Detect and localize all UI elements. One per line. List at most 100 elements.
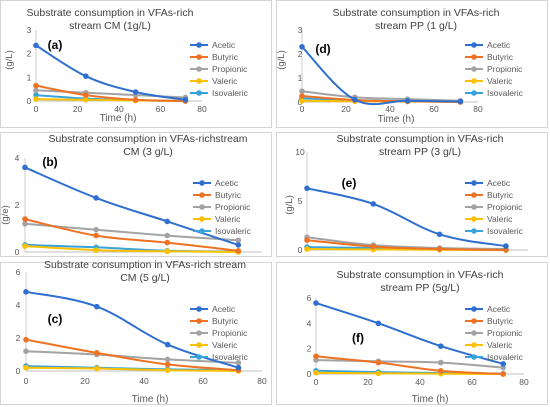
legend-entry: Valeric bbox=[487, 76, 513, 86]
data-point-acetic bbox=[438, 343, 444, 349]
y-tick-label: 3 bbox=[27, 25, 32, 35]
data-point-acetic bbox=[500, 361, 507, 367]
x-tick-label: 20 bbox=[80, 376, 90, 386]
data-point-propionic bbox=[33, 87, 39, 94]
chart-title: Substrate consumption in VFAs-rich bbox=[27, 7, 194, 19]
legend-entry: Propionic bbox=[212, 64, 248, 74]
chart-title: stream PP (3 g/L) bbox=[379, 146, 461, 158]
legend-entry: Acetic bbox=[487, 178, 511, 188]
legend-entry: Acetic bbox=[215, 178, 239, 188]
chart-title: CM (3 g/L) bbox=[123, 146, 173, 158]
series-line-butyric bbox=[35, 84, 186, 102]
series-line-acetic bbox=[301, 46, 461, 106]
legend-entry: Valeric bbox=[487, 340, 513, 350]
data-point-acetic bbox=[503, 243, 509, 249]
legend-swatch-marker bbox=[471, 354, 477, 360]
chart-title: Substrate consumption in VFAs-richstream bbox=[49, 133, 248, 145]
legend-entry: Acetic bbox=[212, 304, 236, 314]
series-line-butyric bbox=[315, 355, 504, 375]
y-tick-label: 6 bbox=[16, 267, 21, 277]
data-point-acetic bbox=[304, 185, 310, 192]
data-point-valeric bbox=[83, 97, 89, 103]
x-tick-label: 60 bbox=[198, 376, 208, 386]
series-line-butyric bbox=[306, 239, 506, 251]
legend-swatch-marker bbox=[196, 66, 202, 72]
data-point-acetic bbox=[370, 201, 377, 207]
chart-panel: Substrate consumption in VFAs-richstream… bbox=[276, 262, 548, 405]
data-point-butyric bbox=[370, 243, 377, 250]
x-tick-label: 0 bbox=[24, 376, 29, 386]
legend-swatch-marker bbox=[471, 306, 477, 312]
chart-title: Substrate consumption in VFAs-rich strea… bbox=[44, 259, 246, 271]
data-point-valeric bbox=[304, 246, 310, 252]
data-point-acetic bbox=[436, 231, 443, 238]
series-line-propionic bbox=[25, 350, 239, 364]
legend-entry: Butyric bbox=[487, 316, 514, 326]
chart-panel: Substrate consumption in VFAs-richstream… bbox=[276, 132, 548, 257]
legend-swatch-marker bbox=[199, 216, 205, 222]
legend-swatch-marker bbox=[196, 90, 202, 96]
series-line-propionic bbox=[301, 90, 461, 102]
data-point-acetic bbox=[313, 300, 319, 306]
legend-swatch-marker bbox=[471, 342, 477, 348]
legend-swatch-marker bbox=[471, 78, 477, 84]
data-point-acetic bbox=[404, 98, 411, 104]
panel-border bbox=[0, 262, 272, 405]
data-point-butyric bbox=[22, 216, 28, 222]
y-axis-label: (g/L) bbox=[284, 195, 295, 215]
data-point-butyric bbox=[93, 232, 99, 239]
data-point-acetic bbox=[299, 44, 305, 50]
data-point-acetic bbox=[132, 89, 139, 95]
chart-title: Substrate consumption in VFAs-rich bbox=[337, 133, 504, 145]
x-tick-label: 0 bbox=[300, 104, 305, 114]
legend-entry: Isovaleric bbox=[487, 88, 524, 98]
data-point-acetic bbox=[22, 164, 28, 171]
legend-swatch-marker bbox=[471, 192, 477, 198]
data-point-butyric bbox=[438, 368, 444, 374]
data-point-acetic bbox=[164, 218, 170, 225]
y-tick-label: 10 bbox=[295, 147, 305, 157]
data-point-valeric bbox=[164, 248, 170, 255]
data-point-butyric bbox=[132, 97, 139, 103]
panel-label: (e) bbox=[342, 176, 357, 190]
data-point-acetic bbox=[375, 320, 382, 327]
series-line-acetic bbox=[306, 187, 507, 248]
x-axis-label: Time (h) bbox=[412, 394, 449, 405]
data-point-butyric bbox=[299, 93, 305, 99]
legend-swatch-marker bbox=[471, 66, 477, 72]
data-point-butyric bbox=[235, 248, 242, 254]
data-point-propionic bbox=[438, 359, 444, 366]
series-line-acetic bbox=[24, 166, 239, 246]
y-axis-label: (g/L) bbox=[4, 50, 15, 70]
y-tick-label: 0 bbox=[298, 245, 303, 255]
legend-entry: Valeric bbox=[487, 214, 513, 224]
legend-swatch-marker bbox=[196, 42, 202, 48]
panel-border bbox=[276, 262, 548, 405]
x-tick-label: 20 bbox=[341, 104, 351, 114]
data-point-acetic bbox=[164, 341, 171, 348]
x-tick-label: 80 bbox=[257, 376, 267, 386]
legend-entry: Acetic bbox=[487, 304, 511, 314]
legend-entry: Propionic bbox=[487, 328, 523, 338]
legend-swatch-marker bbox=[471, 204, 477, 210]
legend-swatch-marker bbox=[471, 90, 477, 96]
series-line-valeric bbox=[25, 366, 239, 372]
legend-swatch-marker bbox=[196, 330, 202, 336]
legend-entry: Isovaleric bbox=[215, 226, 252, 236]
data-point-isovaleric bbox=[33, 92, 39, 98]
x-axis-label: Time (h) bbox=[100, 113, 137, 124]
y-tick-label: 1 bbox=[298, 73, 303, 83]
data-point-acetic bbox=[23, 289, 29, 295]
legend-swatch-marker bbox=[199, 228, 205, 234]
legend-entry: Butyric bbox=[212, 52, 239, 62]
chart-panel: Substrate consumption in VFAs-rich strea… bbox=[0, 259, 272, 405]
y-tick-label: 6 bbox=[307, 293, 312, 303]
data-point-valeric bbox=[93, 247, 99, 253]
data-point-valeric bbox=[22, 243, 28, 249]
x-tick-label: 80 bbox=[197, 104, 207, 114]
legend-entry: Isovaleric bbox=[487, 352, 524, 362]
legend-entry: Propionic bbox=[487, 64, 523, 74]
data-point-butyric bbox=[304, 237, 310, 243]
chart-title: Substrate consumption in VFAs-rich bbox=[333, 7, 500, 19]
